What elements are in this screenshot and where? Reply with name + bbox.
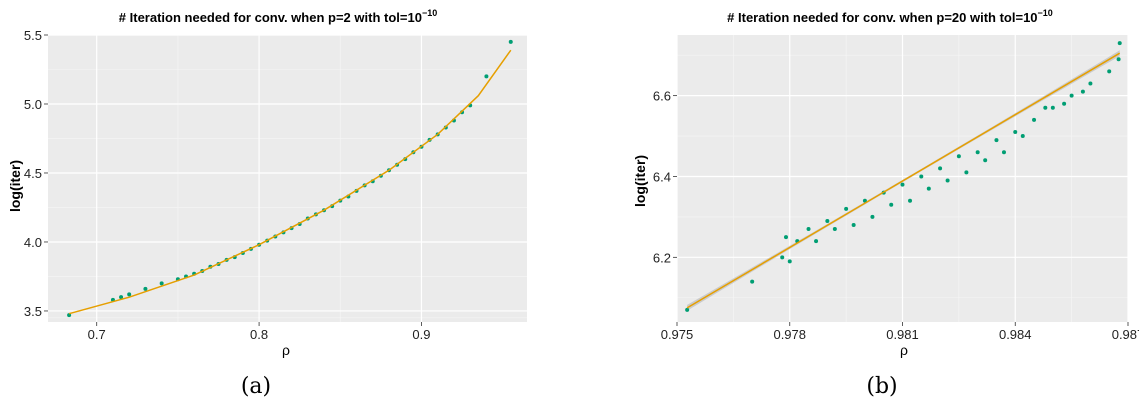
data-point xyxy=(685,307,690,312)
data-point xyxy=(889,202,894,207)
data-point xyxy=(1043,105,1048,110)
y-tick-label: 5.5 xyxy=(24,28,42,43)
data-point xyxy=(1117,41,1122,46)
data-point xyxy=(1050,105,1055,110)
data-point xyxy=(119,295,124,300)
data-point xyxy=(1116,57,1121,62)
x-tick-label: 0.978 xyxy=(773,327,806,342)
y-axis-label: log(iter) xyxy=(632,155,648,207)
data-point xyxy=(750,279,755,284)
x-tick-label: 0.981 xyxy=(886,327,919,342)
fit-line xyxy=(68,49,512,315)
data-point xyxy=(994,138,999,143)
data-point xyxy=(908,198,913,203)
x-axis-label: ρ xyxy=(282,342,290,358)
data-point xyxy=(964,170,969,175)
data-point xyxy=(844,206,849,211)
data-point xyxy=(945,178,950,183)
data-point xyxy=(1080,89,1085,94)
fit-line xyxy=(686,52,1121,309)
data-point xyxy=(508,39,513,44)
data-point xyxy=(484,74,489,79)
data-point xyxy=(787,259,792,264)
data-point xyxy=(832,227,837,232)
data-point xyxy=(1088,81,1093,86)
data-point xyxy=(783,235,788,240)
chart-title: # Iteration needed for conv. when p=2 wi… xyxy=(119,8,437,25)
y-tick-label: 3.5 xyxy=(24,304,42,319)
data-point xyxy=(851,222,856,227)
data-point xyxy=(1107,69,1112,74)
data-point xyxy=(127,292,132,297)
data-point xyxy=(1013,130,1018,135)
y-tick-label: 5.0 xyxy=(24,97,42,112)
x-tick-label: 0.7 xyxy=(88,327,106,342)
chart-panel-a: # Iteration needed for conv. when p=2 wi… xyxy=(0,0,569,410)
y-tick-label: 4.0 xyxy=(24,235,42,250)
chart-panel-b: # Iteration needed for conv. when p=20 w… xyxy=(569,0,1139,410)
data-point xyxy=(975,150,980,155)
data-point xyxy=(938,166,943,171)
x-tick-label: 0.9 xyxy=(412,327,430,342)
caption: (a) xyxy=(241,374,271,399)
data-point xyxy=(814,239,819,244)
x-tick-label: 0.987 xyxy=(1112,327,1139,342)
data-point xyxy=(870,214,875,219)
data-point xyxy=(159,281,164,286)
x-axis-label: ρ xyxy=(900,342,908,358)
data-point xyxy=(1062,101,1067,106)
data-point xyxy=(143,286,148,291)
data-point xyxy=(862,198,867,203)
y-tick-label: 6.6 xyxy=(653,89,671,104)
x-tick-label: 0.8 xyxy=(250,327,268,342)
data-point xyxy=(926,186,931,191)
x-tick-label: 0.984 xyxy=(999,327,1032,342)
chart-title: # Iteration needed for conv. when p=20 w… xyxy=(727,8,1053,25)
data-point xyxy=(983,158,988,163)
y-axis-label: log(iter) xyxy=(7,160,23,212)
data-point xyxy=(825,218,830,223)
data-point xyxy=(1032,117,1037,122)
x-tick-label: 0.975 xyxy=(661,327,694,342)
chart-b-svg: # Iteration needed for conv. when p=20 w… xyxy=(632,8,1139,399)
y-tick-label: 6.2 xyxy=(653,250,671,265)
data-point xyxy=(1069,93,1074,98)
data-point xyxy=(956,154,961,159)
y-tick-label: 6.4 xyxy=(653,169,671,184)
chart-a-svg: # Iteration needed for conv. when p=2 wi… xyxy=(7,8,527,399)
data-point xyxy=(1001,150,1006,155)
data-point xyxy=(806,227,811,232)
data-point xyxy=(1020,134,1025,139)
plot-background xyxy=(48,35,527,322)
data-point xyxy=(900,182,905,187)
caption: (b) xyxy=(866,374,897,399)
y-tick-label: 4.5 xyxy=(24,166,42,181)
data-point xyxy=(780,255,785,260)
data-point xyxy=(919,174,924,179)
